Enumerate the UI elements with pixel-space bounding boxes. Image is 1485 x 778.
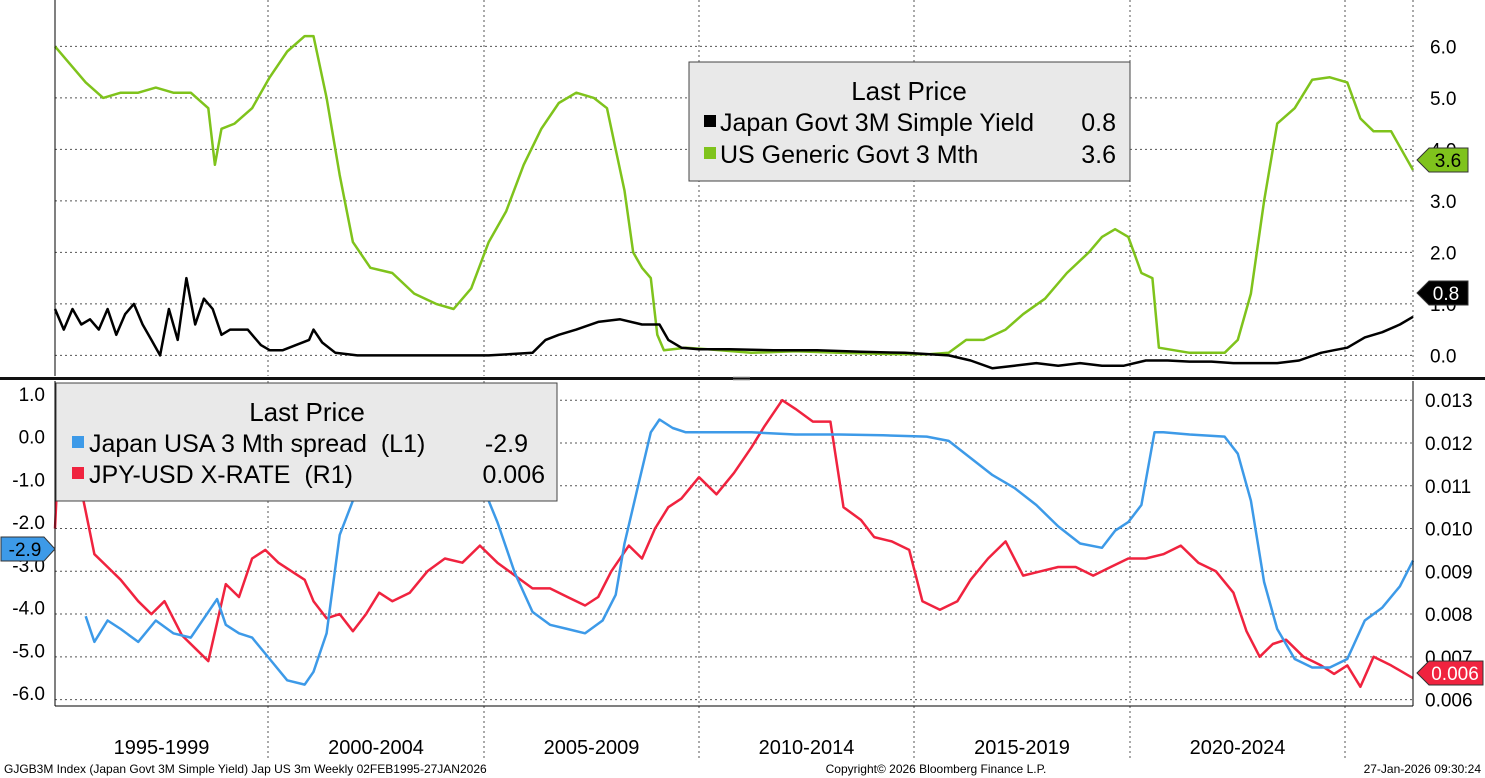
svg-text:-2.9: -2.9 [9, 540, 42, 561]
bottom-right-y-tick: 0.013 [1425, 391, 1473, 412]
legend-swatch-fx [72, 467, 84, 479]
legend-value-fx: 0.006 [482, 461, 545, 489]
series-line-us-yield [54, 34, 1415, 356]
x-category-label: 2015-2019 [974, 737, 1070, 759]
x-category-labels: 1995-1999 2000-2004 2005-2009 2010-2014 2015… [114, 737, 1286, 759]
bottom-left-y-tick: -1.0 [12, 470, 45, 491]
bottom-panel-series [53, 398, 1415, 689]
bottom-right-y-tick: 0.012 [1425, 434, 1473, 455]
svg-text:0.006: 0.006 [1431, 664, 1479, 685]
legend-swatch-japan-yield [704, 115, 716, 127]
top-y-tick: 5.0 [1430, 89, 1456, 110]
series-line-spread [84, 418, 1415, 686]
series-line-japan-yield [53, 276, 1414, 370]
x-category-label: 2010-2014 [759, 737, 855, 759]
tag-japan-yield: 0.8 [1416, 280, 1469, 306]
legend-label-spread: Japan USA 3 Mth spread (L1) [89, 430, 425, 458]
footer-copyright: Copyright© 2026 Bloomberg Finance L.P. [826, 762, 1047, 776]
bottom-right-y-tick: 0.010 [1425, 520, 1473, 541]
top-panel-series [53, 34, 1415, 370]
legend-value-us-yield: 3.6 [1081, 141, 1116, 169]
top-y-tick: 0.0 [1430, 346, 1456, 367]
bottom-right-y-tick: 0.009 [1425, 562, 1473, 583]
svg-text:3.6: 3.6 [1435, 151, 1461, 172]
top-y-tick: 2.0 [1430, 243, 1456, 264]
bottom-left-y-tick: 0.0 [19, 428, 45, 449]
footer-source: GJGB3M Index (Japan Govt 3M Simple Yield… [4, 762, 487, 776]
bottom-right-y-tick: 0.011 [1425, 477, 1471, 498]
x-category-label: 2000-2004 [328, 737, 424, 759]
legend-label-fx: JPY-USD X-RATE (R1) [89, 461, 353, 489]
x-category-label: 1995-1999 [114, 737, 210, 759]
bottom-legend-title: Last Price [249, 397, 365, 427]
tag-fx: 0.006 [1416, 660, 1484, 686]
bottom-left-y-tick: -5.0 [12, 641, 45, 662]
bottom-left-y-tick: -4.0 [12, 599, 45, 620]
top-legend-title: Last Price [851, 76, 967, 106]
x-category-label: 2020-2024 [1190, 737, 1286, 759]
legend-swatch-spread [72, 436, 84, 448]
legend-value-japan-yield: 0.8 [1081, 109, 1116, 137]
top-legend[interactable]: Last Price Japan Govt 3M Simple Yield 0.… [688, 61, 1131, 182]
bottom-right-y-tick: 0.008 [1425, 605, 1473, 626]
svg-text:0.8: 0.8 [1433, 284, 1459, 305]
legend-label-japan-yield: Japan Govt 3M Simple Yield [720, 109, 1034, 137]
top-panel-grid [55, 0, 1414, 376]
legend-value-spread: -2.9 [485, 430, 528, 458]
tag-spread: -2.9 [0, 536, 56, 562]
bottom-right-y-tick: 0.006 [1425, 691, 1473, 712]
x-category-label: 2005-2009 [544, 737, 640, 759]
bottom-legend[interactable]: Last Price Japan USA 3 Mth spread (L1) -… [55, 382, 558, 502]
top-y-tick: 3.0 [1430, 192, 1456, 213]
bottom-left-y-tick: -6.0 [12, 684, 45, 705]
top-y-tick: 6.0 [1430, 37, 1456, 58]
bottom-left-y-tick: -2.0 [12, 513, 45, 534]
bottom-left-y-tick: 1.0 [19, 385, 45, 406]
legend-label-us-yield: US Generic Govt 3 Mth [720, 141, 978, 169]
legend-swatch-us-yield [704, 147, 716, 159]
footer-timestamp: 27-Jan-2026 09:30:24 [1364, 762, 1482, 776]
tag-us-yield: 3.6 [1416, 147, 1469, 173]
